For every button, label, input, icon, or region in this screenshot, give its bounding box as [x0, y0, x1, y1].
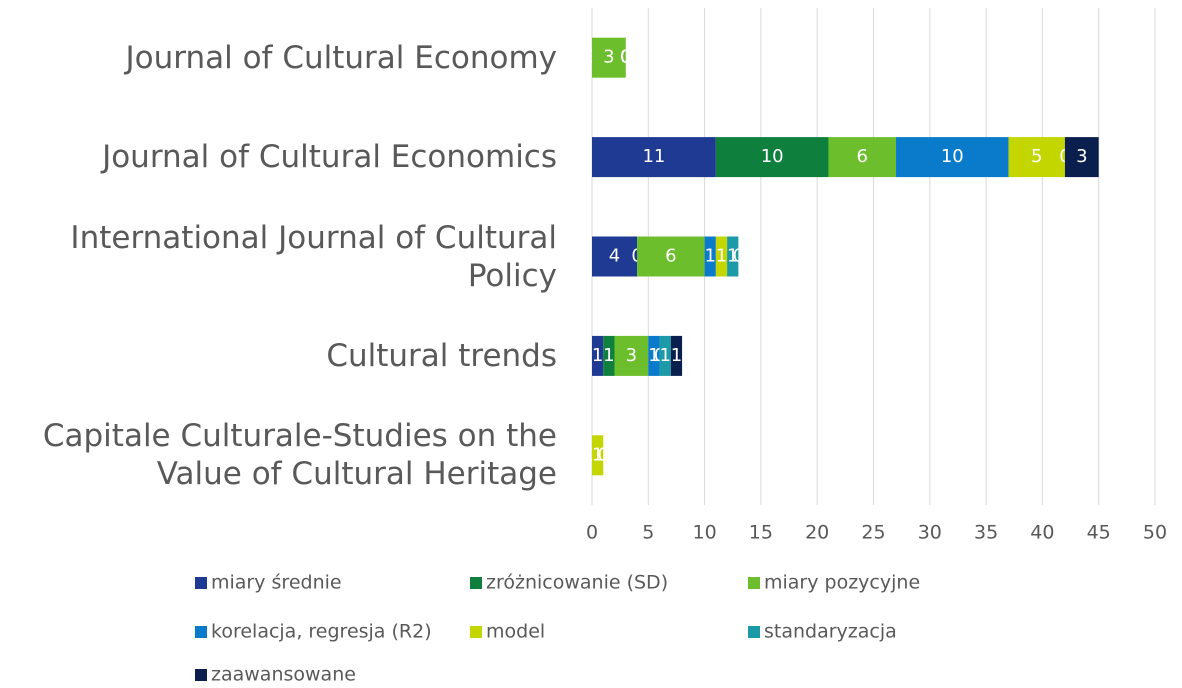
legend-label: zaawansowane	[211, 664, 356, 686]
category-label: Capitale Culturale-Studies on the Value …	[42, 418, 557, 493]
data-label: 5	[1031, 146, 1042, 167]
legend-label: standaryzacja	[764, 621, 897, 643]
data-label: 1	[671, 345, 682, 366]
data-label: 1	[727, 246, 738, 267]
data-label: 3	[1076, 146, 1087, 167]
data-label: 1	[592, 345, 603, 366]
data-label: 1	[716, 246, 727, 267]
bar-segment	[659, 335, 671, 376]
bar-segment	[828, 137, 897, 178]
x-tick-label: 30	[918, 522, 942, 544]
data-label: 10	[761, 146, 784, 167]
data-label: 1	[592, 444, 603, 465]
x-tick-label: 20	[805, 522, 829, 544]
data-label: 1	[603, 345, 614, 366]
bar-segment	[1008, 137, 1065, 178]
x-tick-label: 35	[974, 522, 998, 544]
data-label: 0	[598, 444, 609, 465]
data-label: 0	[598, 444, 609, 465]
bar-segment	[896, 137, 1009, 178]
legend-label: korelacja, regresja (R2)	[211, 621, 432, 643]
legend-label: miary pozycyjne	[764, 572, 920, 594]
bar-segment	[715, 137, 829, 178]
bar-segment	[648, 335, 660, 376]
data-label: 4	[609, 246, 620, 267]
bar-segment	[614, 335, 649, 376]
data-label: 0	[620, 47, 631, 68]
x-tick-label: 45	[1087, 522, 1111, 544]
legend-swatch	[195, 626, 207, 638]
bar-segment	[727, 236, 739, 277]
data-label: 6	[857, 146, 868, 167]
data-label: 3	[603, 47, 614, 68]
data-label: 0	[620, 47, 631, 68]
legend-label: miary średnie	[211, 572, 342, 594]
x-tick-label: 10	[693, 522, 717, 544]
data-label: 3	[626, 345, 637, 366]
bar-segment	[704, 236, 716, 277]
bar-segment	[592, 435, 604, 476]
legend-swatch	[748, 577, 760, 589]
category-label: Cultural trends	[326, 337, 557, 374]
data-label: 6	[665, 246, 676, 267]
data-label: 1	[648, 345, 659, 366]
bar-segment	[1064, 137, 1099, 178]
data-label: 0	[620, 47, 631, 68]
x-tick-label: 50	[1143, 522, 1167, 544]
category-label: International Journal of Cultural Policy	[70, 219, 557, 294]
x-tick-label: 5	[642, 522, 654, 544]
category-label: Journal of Cultural Economics	[102, 139, 557, 176]
legend-label: zróżnicowanie (SD)	[486, 572, 668, 594]
bar-segment	[592, 236, 638, 277]
data-label: 1	[659, 345, 670, 366]
data-label: 0	[733, 246, 744, 267]
bar-segment	[637, 236, 705, 277]
category-label: Journal of Cultural Economy	[125, 39, 557, 76]
legend-swatch	[470, 626, 482, 638]
legend-swatch	[470, 577, 482, 589]
x-tick-label: 25	[861, 522, 885, 544]
bar-segment	[592, 37, 626, 78]
bar-segment	[670, 335, 683, 376]
x-tick-label: 40	[1030, 522, 1054, 544]
x-tick-label: 15	[749, 522, 773, 544]
bar-segment	[715, 236, 728, 277]
legend-swatch	[195, 669, 207, 681]
legend-swatch	[748, 626, 760, 638]
bar-segment	[592, 137, 716, 178]
x-tick-label: 0	[586, 522, 598, 544]
bar-segment	[592, 335, 604, 376]
bar-segment	[603, 335, 615, 376]
legend-label: model	[486, 621, 545, 643]
data-label: 10	[941, 146, 964, 167]
data-label: 1	[705, 246, 716, 267]
data-label: 0	[620, 47, 631, 68]
legend-swatch	[195, 577, 207, 589]
data-label: 11	[642, 146, 665, 167]
